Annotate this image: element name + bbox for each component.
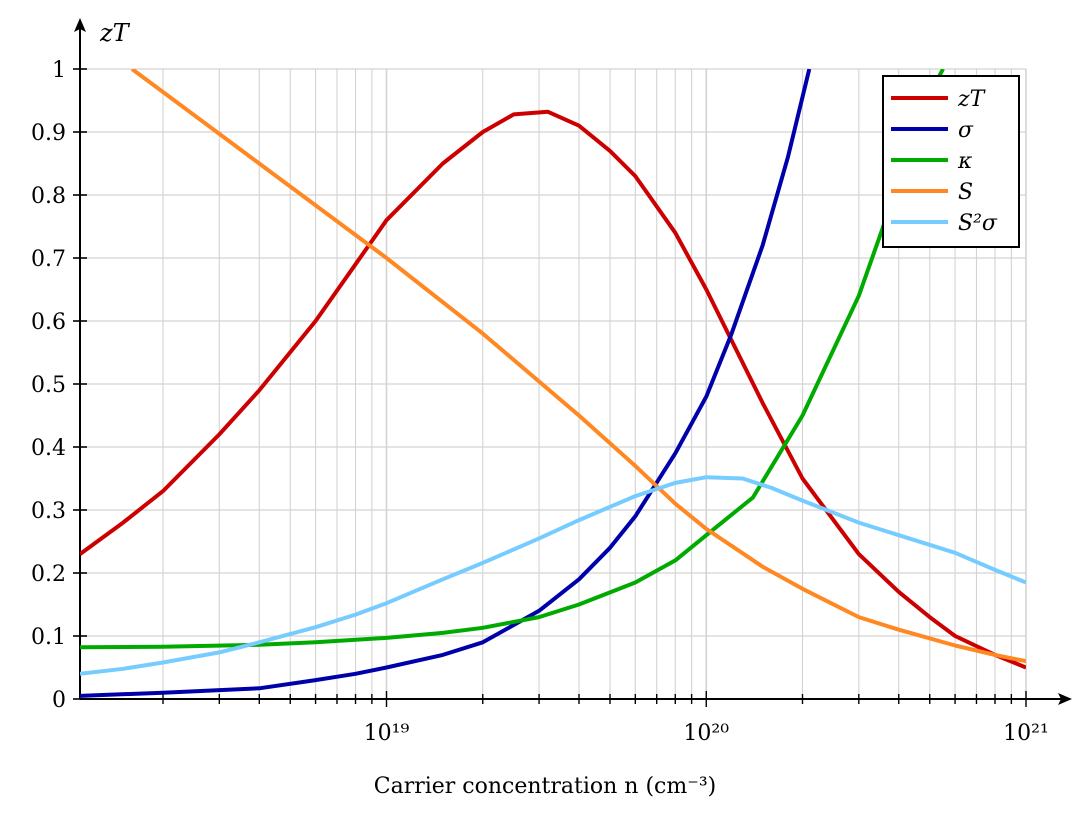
- y-tick-label: 0.7: [31, 247, 66, 272]
- series-group: [80, 69, 1026, 698]
- axes: [74, 18, 1072, 705]
- y-tick-label: 0.5: [31, 373, 66, 398]
- y-tick-label: 0.2: [31, 562, 66, 587]
- y-tick-label: 0.1: [31, 625, 66, 650]
- y-tick-label: 0.3: [31, 499, 66, 524]
- y-tick-label: 0.4: [31, 436, 66, 461]
- x-tick-label: 10²⁰: [683, 721, 729, 746]
- series-line-σ: [80, 69, 812, 698]
- x-axis-arrow: [1058, 693, 1072, 705]
- legend-entry: S: [958, 180, 973, 205]
- y-tick-label: 0.9: [31, 121, 66, 146]
- y-tick-label: 0.6: [31, 310, 66, 335]
- y-tick-label: 0: [52, 688, 66, 713]
- x-tick-label: 10¹⁹: [364, 721, 410, 746]
- series-line-S²σ: [80, 475, 1026, 676]
- x-tick-label: 10²¹: [1003, 721, 1049, 746]
- legend: zT σκS S²σ: [882, 75, 1020, 248]
- series-line-S: [130, 69, 1026, 664]
- y-tick-label: 1: [52, 58, 66, 83]
- y-tick-label: 0.8: [31, 184, 66, 209]
- y-axis-arrow: [74, 18, 86, 32]
- legend-entry: κ: [957, 149, 973, 174]
- x-axis-title: Carrier concentration n (cm⁻³): [374, 774, 717, 799]
- legend-entry: S²σ: [958, 211, 998, 236]
- legend-entry: σ: [958, 118, 974, 143]
- series-line-zT: [80, 109, 1026, 670]
- legend-entry: zT: [957, 87, 987, 112]
- series-line-κ: [80, 69, 945, 650]
- ticks: 0 0.1 0.2 0.3 0.4 0.5 0.6 0.7 0.8 0.9 1 10¹⁹ 10²⁰ 10²…: [31, 58, 1049, 746]
- y-axis-title: zT: [99, 19, 131, 47]
